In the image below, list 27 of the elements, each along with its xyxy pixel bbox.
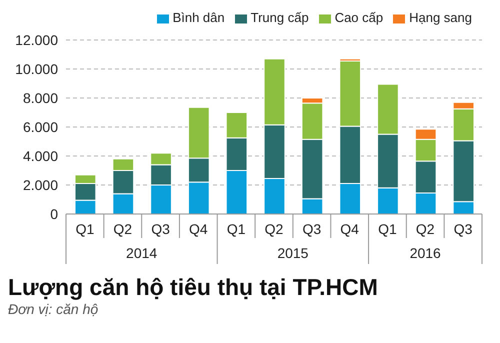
x-tick-label: Q2 bbox=[113, 221, 132, 237]
text: 2016 bbox=[410, 245, 442, 261]
x-tick-label: Q1 bbox=[378, 221, 397, 237]
text: 2014 bbox=[126, 245, 158, 261]
x-tick-label: Q3 bbox=[302, 221, 322, 237]
text: Đơn vị: căn hộ bbox=[8, 300, 100, 318]
x-tick-label: Q1 bbox=[226, 221, 246, 237]
y-tick-label: 12.000 bbox=[15, 32, 58, 48]
legend-label: Hạng sang bbox=[409, 10, 472, 25]
y-tick-label: 2.000 bbox=[22, 176, 58, 193]
y-tick-label: 6.000 bbox=[22, 118, 58, 135]
text: Lượng căn hộ tiêu thụ tại TP.HCM bbox=[8, 274, 379, 300]
x-tick-label: Q2 bbox=[416, 221, 435, 237]
legend-label: Bình dân bbox=[172, 10, 225, 25]
x-tick-label: Q1 bbox=[76, 221, 94, 237]
x-tick-label: Q4 bbox=[189, 221, 208, 237]
legend-label: Trung cấp bbox=[250, 10, 309, 25]
x-tick-label: Q3 bbox=[454, 221, 473, 237]
y-tick-label: 0 bbox=[50, 206, 58, 222]
x-tick-label: Q4 bbox=[340, 221, 360, 237]
x-tick-label: Q3 bbox=[151, 221, 170, 237]
y-tick-label: 4.000 bbox=[22, 148, 58, 164]
legend-label: Cao cấp bbox=[334, 10, 384, 25]
x-tick-label: Q2 bbox=[264, 221, 284, 237]
y-tick-label: 10.000 bbox=[15, 60, 58, 77]
y-tick-label: 8.000 bbox=[22, 90, 58, 106]
text: 2015 bbox=[277, 245, 309, 261]
